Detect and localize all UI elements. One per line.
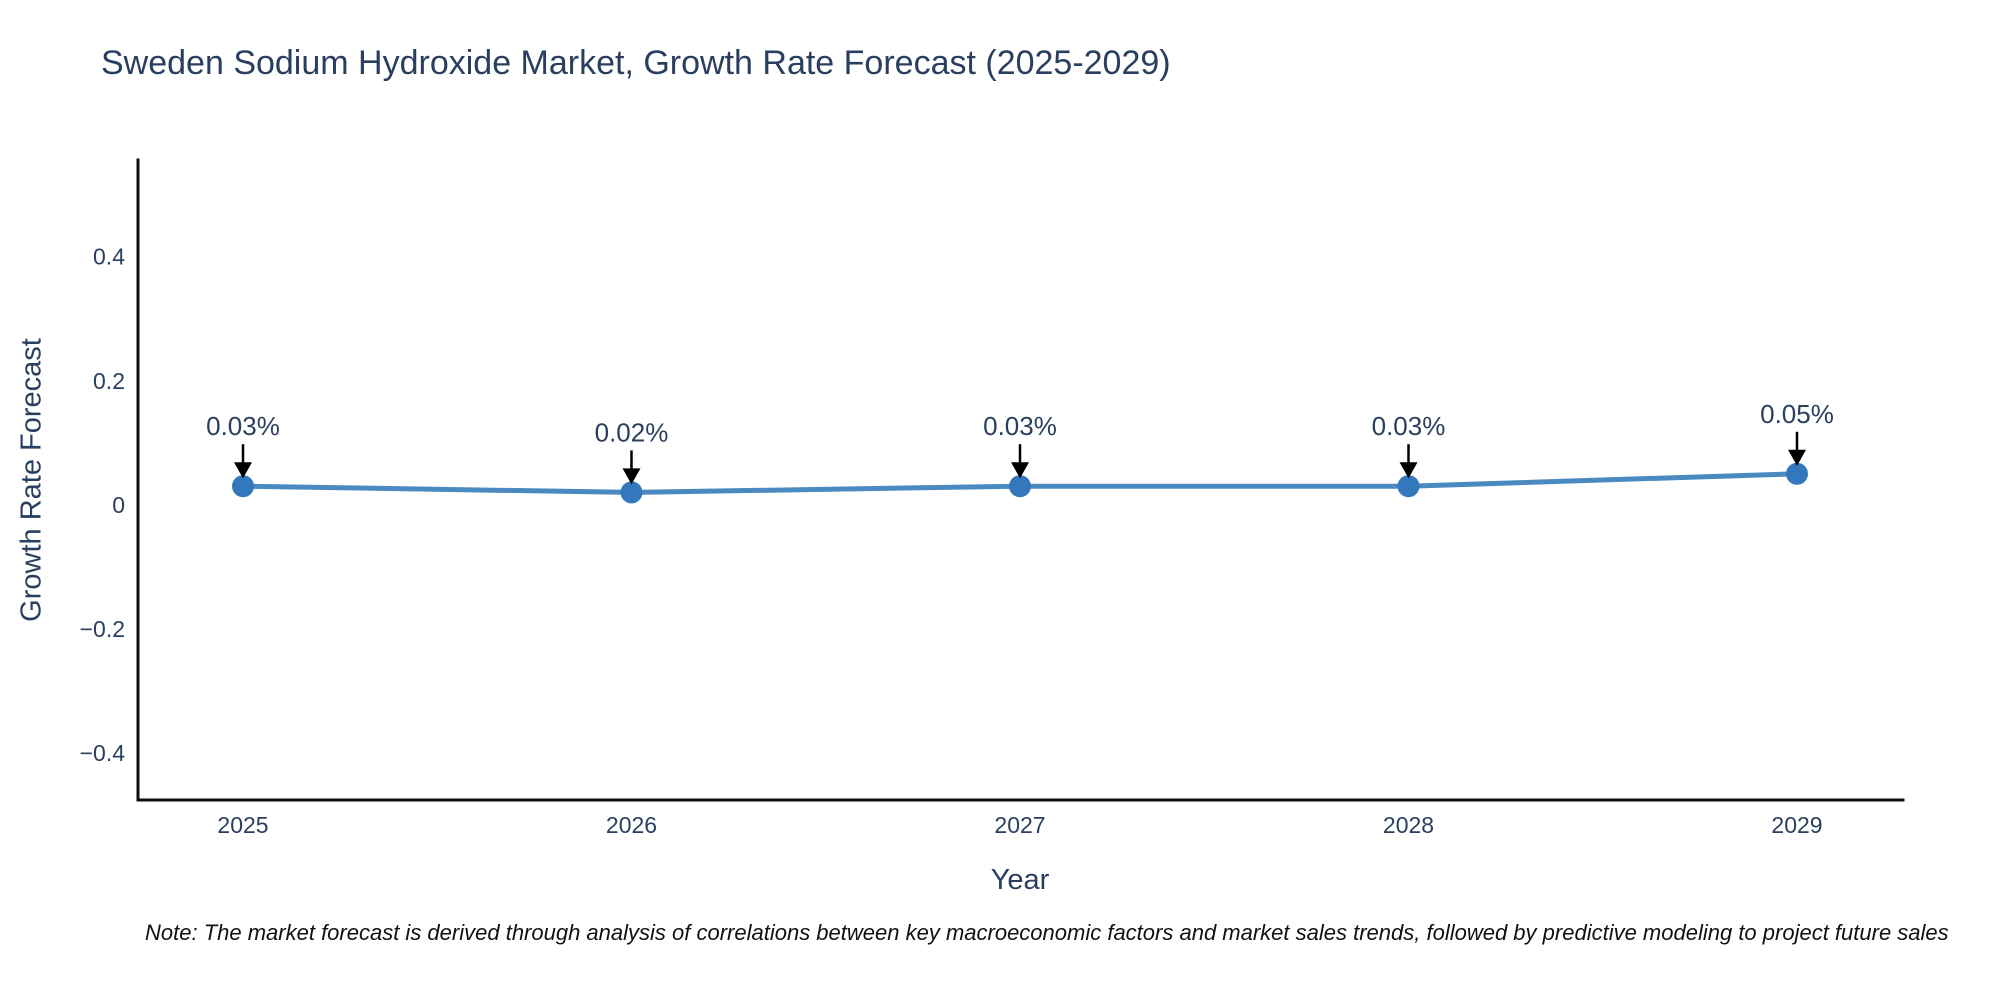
data-point-marker[interactable] (1397, 475, 1420, 498)
x-tick-label: 2029 (1771, 812, 1822, 838)
annotation-arrowhead-icon (1788, 449, 1806, 466)
point-value-label: 0.05% (1760, 399, 1834, 429)
data-point-markers (232, 462, 1808, 504)
x-tick-label: 2027 (994, 812, 1045, 838)
chart-title: Sweden Sodium Hydroxide Market, Growth R… (101, 44, 1171, 82)
footnote-text: Note: The market forecast is derived thr… (145, 920, 1949, 945)
x-tick-label: 2028 (1383, 812, 1434, 838)
axes-spines (136, 158, 1905, 802)
point-value-label: 0.03% (1372, 411, 1446, 441)
annotation-arrowhead-icon (1011, 462, 1029, 479)
data-point-marker[interactable] (1009, 475, 1031, 498)
y-tick-label: 0.4 (93, 244, 125, 270)
y-tick-label: 0.2 (93, 368, 125, 394)
point-value-label: 0.03% (983, 411, 1057, 441)
x-tick-label: 2026 (606, 812, 657, 838)
axis-spines-path (136, 158, 1905, 802)
point-value-label: 0.02% (595, 417, 669, 447)
annotation-arrowhead-icon (234, 462, 252, 479)
tick-labels: 0.4 0.2 0 −0.2 −0.4 2025 2026 2027 2028 2029 (80, 244, 1823, 838)
x-axis-title: Year (990, 864, 1050, 896)
data-point-marker[interactable] (232, 475, 254, 498)
point-value-label: 0.03% (206, 411, 280, 441)
data-point-marker[interactable] (1786, 462, 1808, 485)
x-tick-label: 2025 (217, 812, 268, 838)
data-point-marker[interactable] (620, 481, 643, 504)
y-tick-label: 0 (112, 492, 125, 518)
annotation-arrowhead-icon (1399, 462, 1418, 479)
y-tick-label: −0.4 (80, 740, 126, 766)
y-tick-label: −0.2 (80, 616, 125, 642)
point-annotations: 0.03% 0.02% 0.03% 0.03% 0.05% (206, 399, 1834, 485)
annotation-arrowhead-icon (622, 468, 641, 485)
